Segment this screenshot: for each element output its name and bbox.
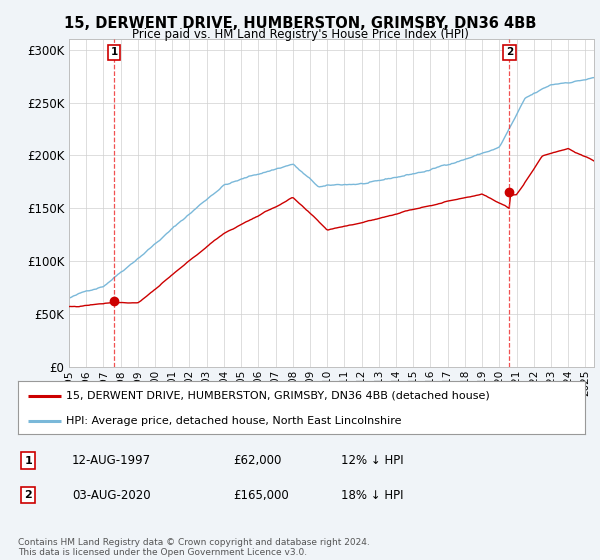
Text: 1: 1 [25, 455, 32, 465]
Text: £165,000: £165,000 [233, 489, 289, 502]
Text: 2: 2 [25, 491, 32, 500]
Text: 15, DERWENT DRIVE, HUMBERSTON, GRIMSBY, DN36 4BB (detached house): 15, DERWENT DRIVE, HUMBERSTON, GRIMSBY, … [66, 391, 490, 401]
Text: Contains HM Land Registry data © Crown copyright and database right 2024.
This d: Contains HM Land Registry data © Crown c… [18, 538, 370, 557]
Text: Price paid vs. HM Land Registry's House Price Index (HPI): Price paid vs. HM Land Registry's House … [131, 28, 469, 41]
Text: 12-AUG-1997: 12-AUG-1997 [72, 454, 151, 467]
Text: 03-AUG-2020: 03-AUG-2020 [72, 489, 151, 502]
Text: 18% ↓ HPI: 18% ↓ HPI [341, 489, 404, 502]
Text: HPI: Average price, detached house, North East Lincolnshire: HPI: Average price, detached house, Nort… [66, 416, 401, 426]
Text: 2: 2 [506, 48, 513, 57]
Text: 1: 1 [110, 48, 118, 57]
Text: £62,000: £62,000 [233, 454, 282, 467]
Text: 15, DERWENT DRIVE, HUMBERSTON, GRIMSBY, DN36 4BB: 15, DERWENT DRIVE, HUMBERSTON, GRIMSBY, … [64, 16, 536, 31]
Text: 12% ↓ HPI: 12% ↓ HPI [341, 454, 404, 467]
